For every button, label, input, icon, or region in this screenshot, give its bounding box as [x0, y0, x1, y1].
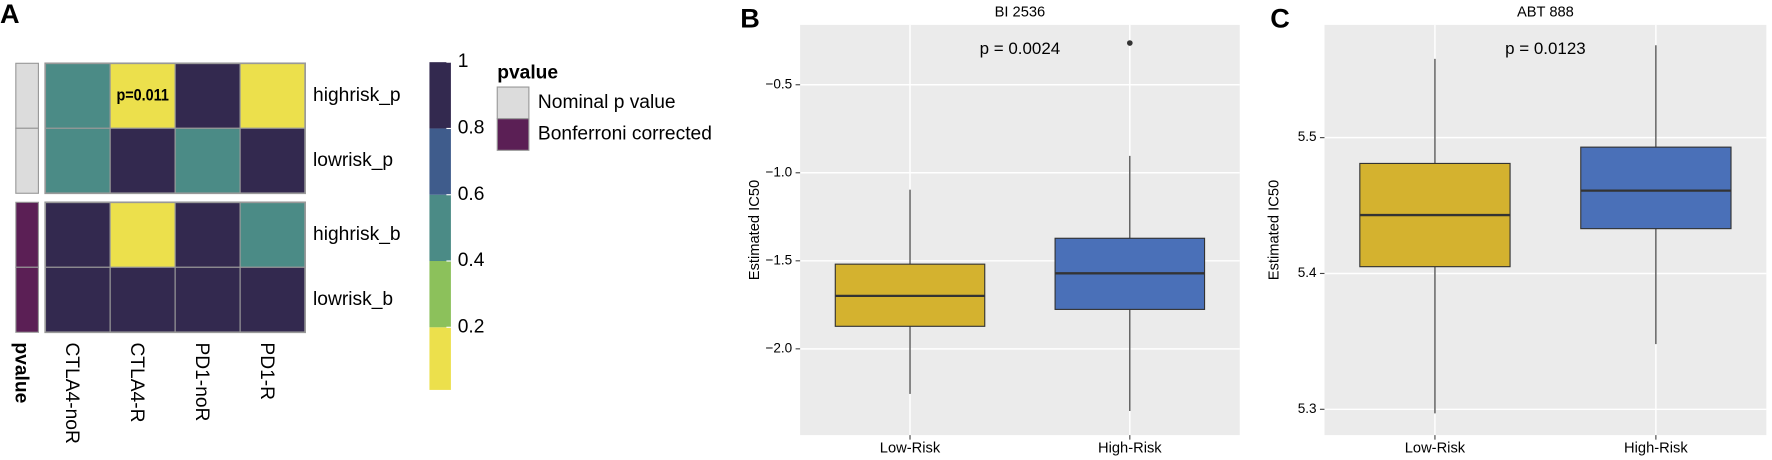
row-label: lowrisk_p	[313, 150, 393, 171]
annotation-cell	[15, 62, 39, 129]
colorbar-tick-label: 0.8	[458, 118, 485, 139]
plot-background	[800, 24, 1240, 436]
outlier	[1126, 40, 1133, 46]
heatmap-cell	[174, 62, 241, 129]
row-label: highrisk_b	[313, 224, 401, 245]
chart-title: BI 2536	[995, 4, 1046, 20]
heatmap-cell	[109, 127, 176, 194]
heatmap-cell	[109, 266, 176, 333]
y-axis-label: Estimated IC50	[747, 180, 763, 280]
row-label: lowrisk_b	[313, 289, 393, 310]
legend-swatch	[496, 118, 530, 151]
colorbar-band	[429, 194, 451, 262]
legend-title: pvalue	[497, 63, 558, 84]
column-label: CTLA4-R	[126, 342, 147, 422]
x-tick-label: High-Risk	[1098, 441, 1162, 457]
heatmap-cell	[109, 201, 176, 268]
box	[1580, 146, 1732, 230]
heatmap-cell	[174, 201, 241, 268]
y-tick-label: 5.5	[1298, 129, 1317, 144]
heatmap-cell	[239, 266, 306, 333]
y-tick-label: 5.3	[1298, 401, 1317, 416]
p-value-annotation: p = 0.0123	[1505, 39, 1586, 58]
heatmap-cell	[174, 127, 241, 194]
row-label: highrisk_p	[313, 85, 401, 106]
group-frame	[44, 62, 306, 195]
heatmap-cell	[239, 62, 306, 129]
heatmap-cell	[44, 127, 111, 194]
y-tick-label: −0.5	[765, 76, 792, 91]
colorbar-tick-label: 0.6	[458, 184, 485, 205]
column-label: PD1-R	[256, 342, 277, 400]
colorbar-band	[429, 327, 451, 390]
legend-swatch	[496, 86, 530, 120]
panel-letter: C	[1270, 3, 1290, 34]
annotation-cell	[15, 266, 39, 333]
colorbar-tick-label: 1	[458, 51, 469, 72]
p-value-annotation: p = 0.0024	[980, 39, 1061, 58]
panel-letter: B	[740, 3, 760, 34]
column-label: PD1-noR	[191, 342, 212, 421]
heatmap-cell	[44, 201, 111, 268]
column-label: CTLA4-noR	[61, 342, 82, 443]
panel-letter: A	[0, 0, 20, 29]
annotation-title: pvalue	[10, 342, 31, 403]
colorbar-band	[429, 261, 451, 328]
colorbar-band	[429, 62, 451, 129]
y-axis-label: Estimated IC50	[1267, 180, 1283, 280]
annotation-cell	[15, 127, 39, 194]
colorbar-tick-label: 0.4	[458, 250, 485, 271]
y-tick-label: −2.0	[765, 340, 792, 355]
y-tick-label: 5.4	[1298, 265, 1317, 280]
y-tick-label: −1.5	[765, 252, 792, 267]
colorbar-tick-label: 0.2	[458, 316, 485, 337]
heatmap-cell	[109, 62, 176, 129]
heatmap-cell	[44, 62, 111, 129]
x-tick-label: Low-Risk	[880, 441, 941, 457]
heatmap-cell	[239, 127, 306, 194]
cell-label: p=0.011	[116, 86, 169, 104]
colorbar-band	[429, 128, 451, 195]
heatmap-cell	[239, 201, 306, 268]
group-frame	[44, 201, 306, 334]
heatmap-cell	[44, 266, 111, 333]
y-tick-label: −1.0	[765, 164, 792, 179]
x-tick-label: High-Risk	[1624, 441, 1688, 457]
chart-title: ABT 888	[1517, 4, 1574, 20]
legend-label: Nominal p value	[538, 92, 676, 113]
annotation-cell	[15, 201, 39, 268]
heatmap-cell	[174, 266, 241, 333]
legend-label: Bonferroni corrected	[538, 124, 712, 145]
x-tick-label: Low-Risk	[1405, 441, 1466, 457]
